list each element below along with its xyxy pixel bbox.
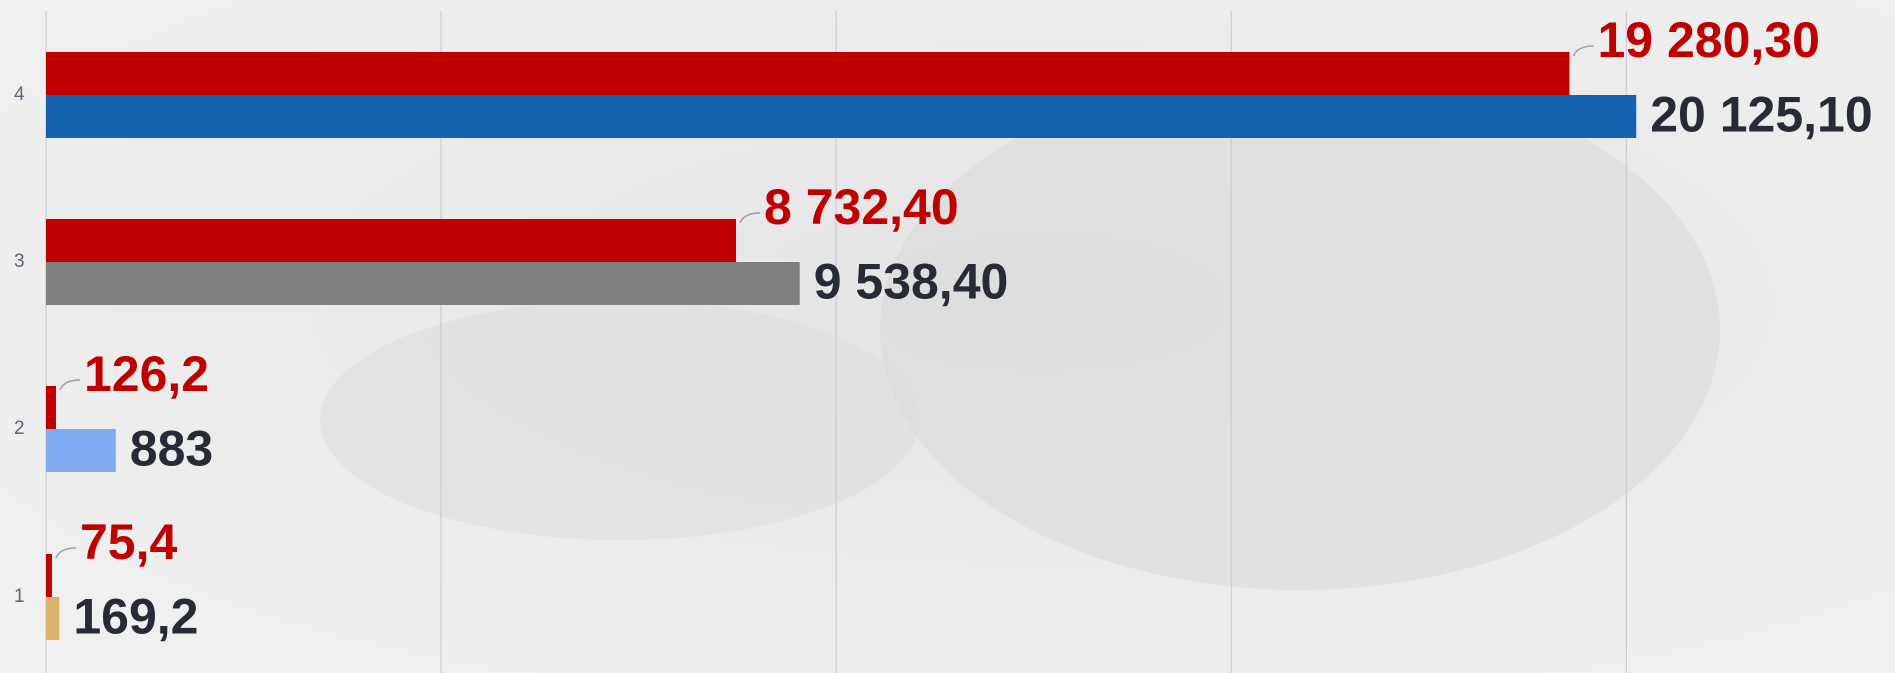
label-connector — [1572, 45, 1594, 57]
label-connector — [739, 212, 761, 224]
bar — [46, 429, 116, 472]
value-label: 8 732,40 — [764, 179, 959, 235]
category-label: 1 — [14, 586, 25, 607]
bar — [46, 52, 1570, 95]
photo-shape — [880, 70, 1720, 590]
value-label: 20 125,10 — [1650, 87, 1872, 143]
photo-shape — [320, 300, 920, 540]
value-label: 75,4 — [80, 514, 178, 570]
bar — [46, 262, 800, 305]
value-label: 126,2 — [84, 346, 209, 402]
bar — [46, 554, 52, 597]
category-label: 2 — [14, 418, 25, 439]
bar — [46, 219, 737, 262]
value-label: 169,2 — [73, 589, 198, 645]
value-label: 19 280,30 — [1597, 12, 1819, 68]
bar — [46, 597, 60, 640]
bar — [46, 386, 56, 429]
value-label: 9 538,40 — [814, 254, 1009, 310]
label-connector — [55, 547, 76, 559]
category-label: 4 — [14, 84, 25, 105]
label-connector — [59, 379, 80, 391]
value-label: 883 — [130, 421, 213, 477]
category-label: 3 — [14, 251, 25, 272]
bar — [46, 95, 1637, 138]
